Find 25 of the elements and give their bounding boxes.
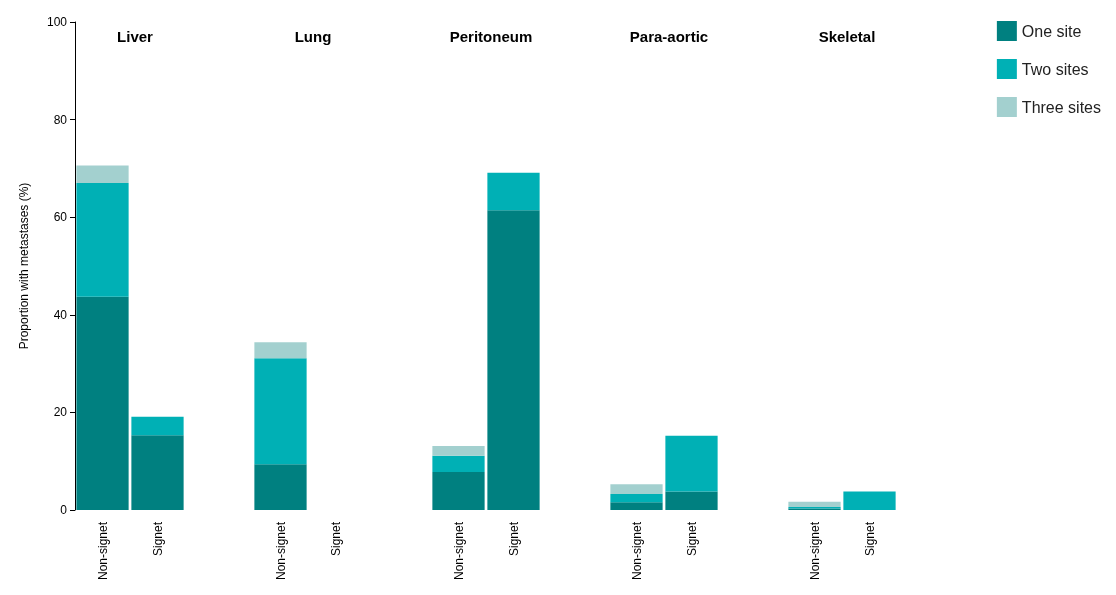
x-tick-label: Signet [684,521,699,557]
y-tick-label: 60 [53,210,68,225]
x-tick-label: Non-signet [273,521,288,581]
x-tick-label: Non-signet [629,521,644,581]
chart-title: Liver [117,28,154,45]
x-tick-label: Signet [506,521,521,557]
x-tick-label: Signet [862,521,877,557]
chart-title: Lung [294,28,332,45]
x-tick-label: Signet [150,521,165,557]
x-tick-label: Signet [328,521,343,557]
legend-label: One site [1021,22,1082,40]
x-tick-label: Non-signet [807,521,822,581]
y-axis-title: Proportion with metastases (%) [17,182,31,350]
chart-title: Para-aortic [629,28,709,45]
y-tick-label: 100 [46,15,68,29]
y-tick-label: 40 [53,307,68,322]
x-tick-label: Non-signet [95,521,110,581]
chart-title: Peritoneum [449,28,533,45]
x-tick-label: Non-signet [451,521,466,581]
legend-label: Two sites [1021,60,1089,78]
y-tick-label: 20 [53,405,68,420]
y-tick-label: 80 [53,112,68,127]
chart-title: Skeletal [818,28,876,45]
legend-label: Three sites [1021,98,1101,116]
y-tick-label: 0 [60,503,68,517]
